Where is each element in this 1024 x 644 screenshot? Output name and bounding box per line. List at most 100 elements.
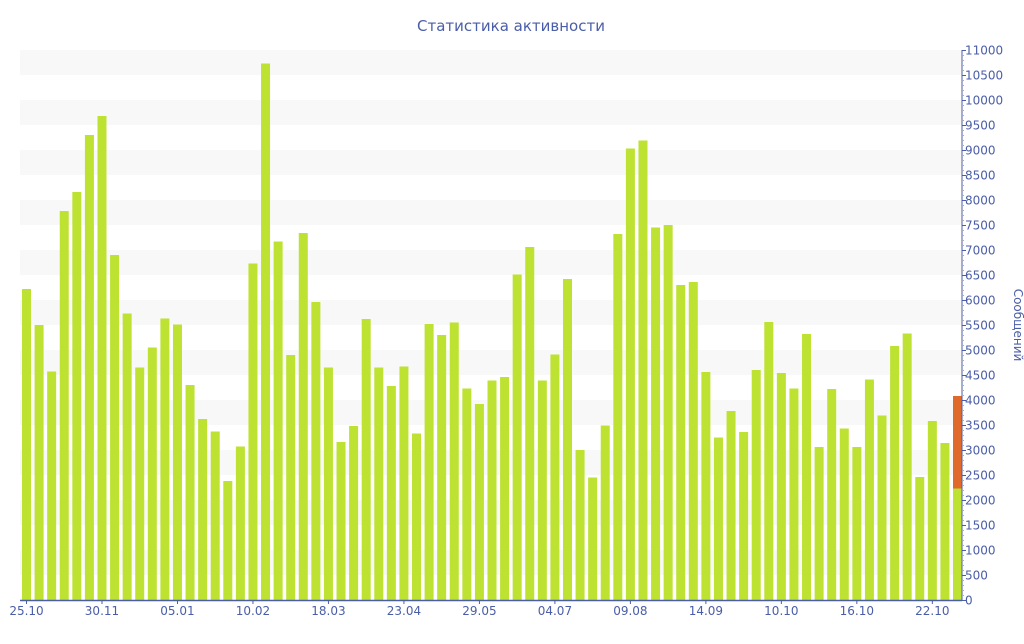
bar (160, 318, 170, 600)
bar (600, 425, 610, 600)
bar (864, 379, 874, 600)
bar (34, 325, 44, 600)
bar (311, 302, 321, 600)
y-tick-label: 1500 (965, 519, 996, 533)
bar (298, 233, 308, 600)
bar (336, 442, 346, 600)
y-tick-label: 11000 (965, 44, 1003, 58)
bar (261, 63, 271, 600)
y-tick-label: 10500 (965, 69, 1003, 83)
bar (512, 274, 522, 600)
bar (437, 335, 447, 600)
y-tick-label: 6500 (965, 269, 996, 283)
x-tick-label: 18.03 (311, 604, 345, 618)
bar (323, 367, 333, 600)
x-tick-label: 23.04 (387, 604, 421, 618)
bar (827, 389, 837, 600)
bar (588, 477, 598, 600)
bar (399, 366, 409, 600)
x-tick-label: 10.10 (764, 604, 798, 618)
bar (210, 431, 220, 600)
y-tick-label: 3500 (965, 419, 996, 433)
bar (663, 225, 673, 600)
bar (59, 211, 69, 600)
bar (764, 322, 774, 600)
bar (651, 227, 661, 600)
y-axis: 0 500 1000 1500 2000 2500 3000 3500 4000 4500 5000… (961, 44, 1003, 608)
bar (927, 421, 937, 600)
y-tick-label: 8000 (965, 194, 996, 208)
chart-title: Статистика активности (417, 17, 605, 35)
y-tick-label: 6000 (965, 294, 996, 308)
y-tick-label: 4500 (965, 369, 996, 383)
bar (286, 355, 296, 600)
bar (198, 419, 208, 600)
bar (676, 285, 686, 600)
y-tick-label: 7000 (965, 244, 996, 258)
bar (890, 346, 900, 600)
y-axis-label: Сообщений (1011, 289, 1024, 362)
bar (802, 334, 812, 600)
x-tick-label: 16.10 (840, 604, 874, 618)
y-tick-label: 5000 (965, 344, 996, 358)
bar (135, 367, 145, 600)
grid-band (20, 300, 962, 325)
y-tick-label: 1000 (965, 544, 996, 558)
bar (789, 388, 799, 600)
bar (462, 388, 472, 600)
bar (47, 371, 57, 600)
y-tick-label: 10000 (965, 94, 1003, 108)
y-tick-label: 9000 (965, 144, 996, 158)
grid-band (20, 100, 962, 125)
bar (449, 322, 459, 600)
bar (361, 319, 371, 600)
bar (223, 481, 233, 600)
grid-band (20, 250, 962, 275)
bar (248, 263, 258, 600)
grid-band (20, 200, 962, 225)
y-tick-label: 7500 (965, 219, 996, 233)
bar (713, 437, 723, 600)
y-tick-label: 4000 (965, 394, 996, 408)
bar (751, 370, 761, 600)
bar (349, 426, 359, 600)
bar (739, 432, 749, 600)
bar (902, 333, 912, 600)
bar (500, 377, 510, 600)
bar (625, 148, 635, 600)
bar (84, 135, 94, 600)
bar (776, 373, 786, 600)
x-tick-label: 04.07 (538, 604, 572, 618)
bar (525, 247, 535, 600)
bar (953, 488, 962, 600)
bar (562, 279, 572, 600)
bar (915, 477, 925, 600)
x-axis: 25.10 30.11 05.01 10.02 18.03 23.04 29.05 04.07… (9, 599, 962, 618)
bar (424, 324, 434, 600)
grid-band (20, 50, 962, 75)
grid-band (20, 150, 962, 175)
bars (22, 63, 962, 600)
bar (638, 140, 648, 600)
bar (852, 447, 862, 600)
x-tick-label: 14.09 (689, 604, 723, 618)
bar (72, 192, 82, 600)
bar (122, 313, 132, 600)
y-tick-label: 5500 (965, 319, 996, 333)
x-tick-label: 22.10 (915, 604, 949, 618)
y-tick-label: 2500 (965, 469, 996, 483)
bar (97, 116, 107, 600)
bar (22, 289, 31, 600)
bar (575, 450, 585, 600)
bar (185, 385, 195, 600)
x-tick-label: 05.01 (160, 604, 194, 618)
bar (110, 255, 120, 600)
bar (537, 380, 547, 600)
bar (235, 446, 245, 600)
bar (613, 234, 623, 600)
bar (412, 433, 422, 600)
x-tick-label: 09.08 (613, 604, 647, 618)
bar (386, 386, 396, 600)
bar (172, 324, 182, 600)
